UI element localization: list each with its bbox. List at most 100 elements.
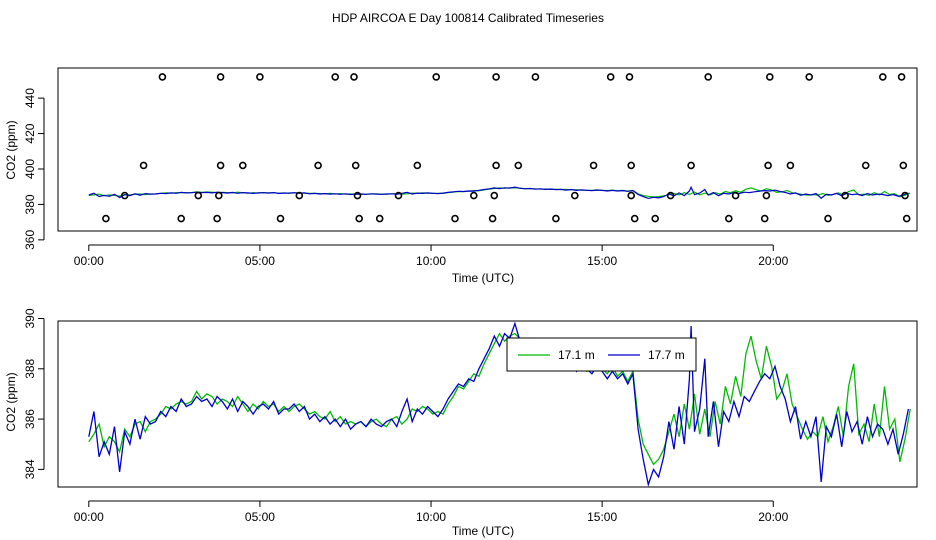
calibration-point — [841, 191, 849, 200]
top-calibration-points — [102, 73, 911, 223]
calibration-point — [897, 73, 906, 81]
calibration-point — [762, 191, 771, 200]
calibration-point — [216, 73, 225, 81]
calibration-point — [651, 214, 660, 223]
top-y-axis: 360 380 400 420 440 — [23, 88, 45, 250]
calibration-point — [350, 73, 358, 81]
calibration-point — [451, 214, 459, 223]
x-tick-label: 00:00 — [74, 254, 104, 268]
calibration-point — [514, 161, 523, 170]
calibration-point — [213, 214, 221, 223]
calibration-point — [413, 161, 422, 170]
calibration-point — [353, 191, 362, 200]
calibration-point — [760, 214, 769, 223]
calibration-point — [786, 161, 795, 170]
y-tick-label: 420 — [23, 123, 37, 143]
bottom-line-panel: 00:00 05:00 10:00 15:00 20:00 384 386 388 390 1… — [4, 308, 918, 538]
top-y-axis-label: CO2 (ppm) — [4, 120, 18, 179]
x-tick-label: 20:00 — [758, 510, 788, 524]
calibration-point — [630, 214, 639, 223]
x-tick-label: 10:00 — [416, 254, 446, 268]
calibration-point — [606, 73, 615, 81]
calibration-point — [102, 214, 110, 223]
calibration-point — [589, 161, 598, 170]
bottom-x-axis: 00:00 05:00 10:00 15:00 20:00 — [74, 500, 789, 524]
calibration-point — [765, 73, 774, 81]
x-tick-label: 10:00 — [416, 510, 446, 524]
y-tick-label: 440 — [23, 88, 37, 108]
calibration-point — [177, 214, 185, 223]
calibration-point — [314, 161, 322, 170]
y-tick-label: 360 — [23, 230, 37, 250]
y-tick-label: 384 — [23, 459, 37, 479]
calibration-point — [899, 161, 908, 170]
calibration-point — [120, 191, 129, 200]
bottom-plot-box — [57, 320, 918, 488]
calibration-point — [351, 161, 360, 170]
top-series-line — [88, 185, 909, 200]
calibration-point — [625, 73, 634, 81]
calibration-point — [256, 73, 264, 81]
calibration-point — [216, 161, 225, 170]
bottom-y-axis: 384 386 388 390 — [23, 308, 45, 479]
calibration-point — [861, 161, 870, 170]
bottom-series-lines — [88, 321, 911, 487]
calibration-point — [627, 161, 636, 170]
calibration-point — [878, 73, 887, 81]
legend: 17.1 m 17.7 m — [506, 337, 697, 372]
calibration-point — [469, 191, 478, 200]
calibration-point — [824, 214, 832, 223]
calibration-point — [901, 191, 909, 200]
top-x-axis-label: Time (UTC) — [452, 271, 514, 285]
calibration-point — [488, 214, 497, 223]
series-line-17-1-m — [88, 332, 911, 466]
x-tick-label: 05:00 — [245, 254, 275, 268]
calibration-point — [764, 161, 772, 170]
calibration-point — [724, 214, 733, 223]
calibration-point — [902, 214, 911, 223]
y-tick-label: 386 — [23, 409, 37, 429]
y-tick-label: 380 — [23, 194, 37, 214]
top-series-lines — [88, 185, 911, 200]
calibration-point — [158, 73, 167, 81]
calibration-point — [492, 161, 500, 170]
x-tick-label: 20:00 — [758, 254, 788, 268]
series-line-17-7-m — [88, 321, 910, 487]
calibration-point — [295, 191, 304, 200]
calibration-point — [704, 73, 713, 81]
calibration-point — [731, 191, 740, 200]
calibration-point — [276, 214, 285, 223]
calibration-point — [805, 73, 814, 81]
calibration-point — [215, 191, 223, 200]
calibration-point — [492, 73, 500, 81]
top-x-axis: 00:00 05:00 10:00 15:00 20:00 — [74, 244, 789, 268]
calibration-point — [394, 191, 403, 200]
calibration-point — [531, 73, 540, 81]
calibration-point — [490, 191, 499, 200]
bottom-x-axis-label: Time (UTC) — [452, 524, 514, 538]
top-plot-box — [57, 67, 918, 232]
calibration-point — [194, 191, 203, 200]
calibration-point — [239, 161, 247, 170]
y-tick-label: 390 — [23, 308, 37, 328]
y-tick-label: 388 — [23, 358, 37, 378]
legend-label-17-1m: 17.1 m — [558, 348, 595, 362]
figure-title: HDP AIRCOA E Day 100814 Calibrated Times… — [332, 11, 604, 25]
calibration-point — [331, 73, 340, 81]
x-tick-label: 00:00 — [74, 510, 104, 524]
calibration-point — [355, 214, 364, 223]
x-tick-label: 05:00 — [245, 510, 275, 524]
x-tick-label: 15:00 — [587, 510, 617, 524]
calibration-point — [627, 191, 636, 200]
calibration-point — [139, 161, 148, 170]
bottom-y-axis-label: CO2 (ppm) — [4, 372, 18, 431]
calibration-point — [687, 161, 695, 170]
calibration-point — [666, 191, 675, 200]
y-tick-label: 400 — [23, 159, 37, 179]
x-tick-label: 15:00 — [587, 254, 617, 268]
top-scatter-panel: 00:00 05:00 10:00 15:00 20:00 360 380 400 420 44… — [4, 67, 918, 285]
calibration-point — [552, 214, 560, 223]
legend-label-17-7m: 17.7 m — [648, 348, 685, 362]
calibration-point — [375, 214, 384, 223]
